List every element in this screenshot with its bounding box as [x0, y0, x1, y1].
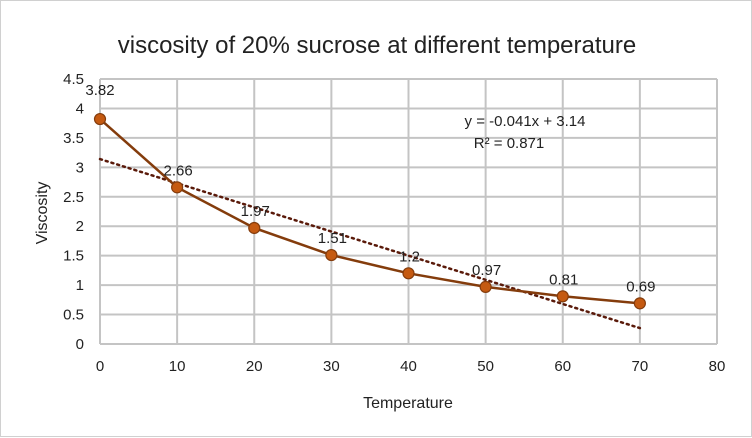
y-tick-label: 3.5: [63, 130, 84, 147]
y-axis-label: Viscosity: [34, 182, 51, 245]
data-label: 1.2: [399, 248, 420, 265]
series-line: [99, 118, 640, 305]
y-tick-label: 0: [76, 336, 84, 353]
x-tick-label: 30: [323, 358, 340, 375]
y-tick-label: 4: [76, 100, 84, 117]
x-tick-label: 70: [632, 358, 649, 375]
trendline-r2: R² = 0.871: [474, 135, 544, 152]
data-point: [479, 280, 492, 293]
x-tick-label: 50: [477, 358, 494, 375]
data-label: 0.97: [472, 262, 501, 279]
data-point: [325, 248, 338, 262]
x-tick-label: 20: [246, 358, 263, 375]
data-label: 0.69: [626, 278, 655, 295]
y-tick-label: 2.5: [63, 189, 84, 206]
x-tick-label: 80: [709, 358, 726, 375]
trendline: [98, 157, 642, 330]
data-label: 3.82: [85, 82, 114, 99]
y-tick-label: 1: [76, 277, 84, 294]
data-label: 1.51: [318, 230, 347, 247]
x-axis-label: Temperature: [363, 395, 453, 412]
data-point: [556, 290, 569, 303]
data-label: 1.97: [241, 203, 270, 220]
y-tick-label: 1.5: [63, 248, 84, 265]
data-point: [93, 112, 107, 126]
y-tick-label: 4.5: [63, 71, 84, 88]
data-point: [171, 181, 184, 194]
data-point: [402, 267, 415, 280]
data-label: 0.81: [549, 271, 578, 288]
x-tick-label: 40: [400, 358, 417, 375]
x-tick-label: 60: [554, 358, 571, 375]
y-tick-label: 3: [76, 159, 84, 176]
y-tick-label: 0.5: [63, 307, 84, 324]
data-point: [633, 297, 646, 310]
data-label: 2.66: [164, 162, 193, 179]
trendline-equation: y = -0.041x + 3.14: [465, 113, 586, 130]
x-tick-label: 10: [169, 358, 186, 375]
x-tick-label: 0: [96, 358, 104, 375]
chart-title: viscosity of 20% sucrose at different te…: [118, 32, 636, 59]
data-point: [248, 221, 261, 235]
y-tick-label: 2: [76, 218, 84, 235]
